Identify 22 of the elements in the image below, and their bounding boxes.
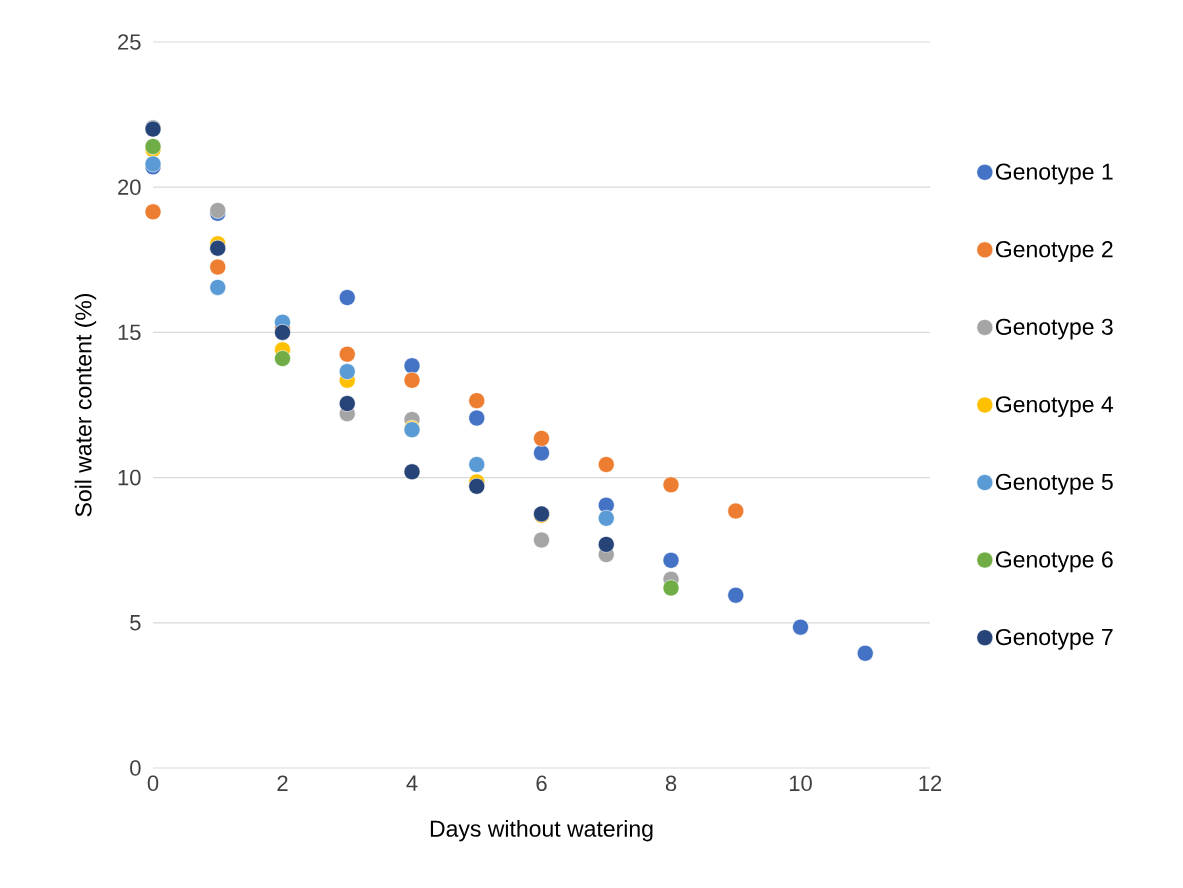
x-tick-label: 6 — [536, 775, 547, 792]
x-tick-label: 12 — [919, 775, 942, 791]
y-tick-label: 5 — [130, 615, 141, 631]
y-tick-label: 10 — [118, 469, 141, 486]
x-tick-label: 2 — [277, 775, 288, 791]
y-tick-label: 0 — [130, 760, 141, 776]
legend-label: Genotype 3 — [995, 318, 1113, 340]
y-tick-label: 20 — [118, 179, 141, 195]
legend-label: Genotype 2 — [995, 241, 1113, 262]
y-tick-label: 25 — [118, 34, 141, 50]
legend-label: Genotype 4 — [995, 396, 1114, 418]
legend-label: Genotype 1 — [995, 163, 1113, 185]
x-axis-title: Days without watering — [430, 819, 653, 842]
x-tick-label: 8 — [665, 775, 677, 792]
legend-label: Genotype 7 — [995, 628, 1113, 650]
y-tick-label: 15 — [118, 324, 141, 341]
legend-label: Genotype 5 — [995, 473, 1113, 495]
y-axis-title: Soil water content (%) — [74, 293, 97, 517]
x-tick-label: 4 — [406, 775, 418, 791]
legend-label: Genotype 6 — [995, 551, 1113, 573]
x-tick-label: 10 — [789, 775, 812, 792]
x-tick-label: 0 — [147, 775, 159, 792]
